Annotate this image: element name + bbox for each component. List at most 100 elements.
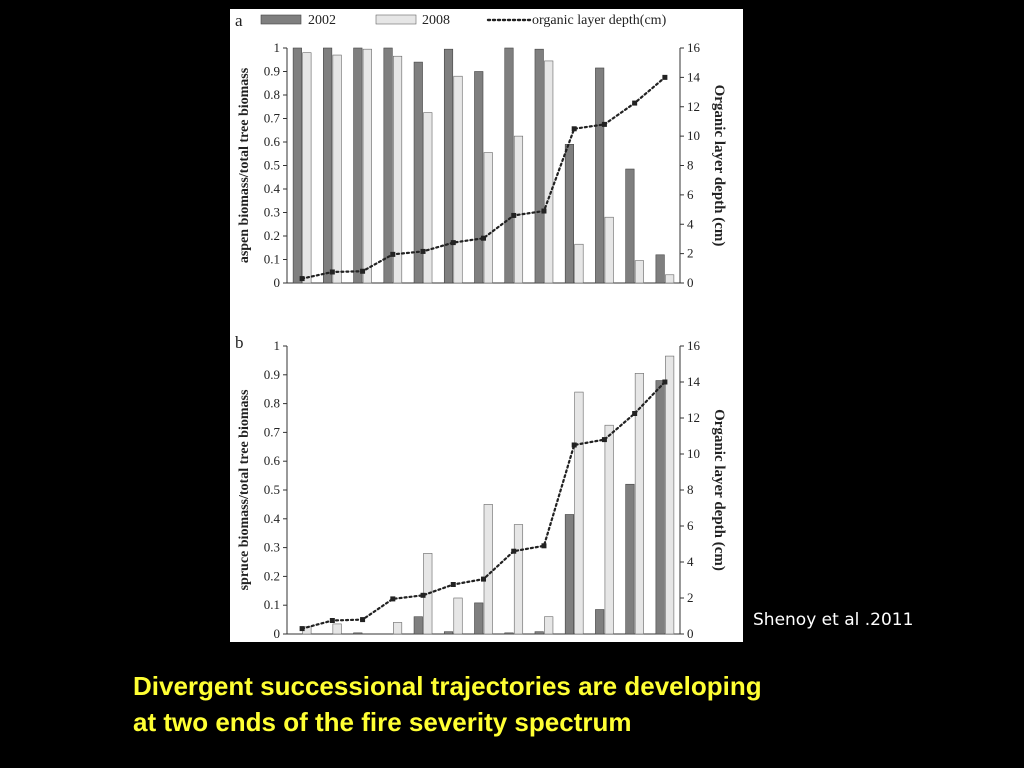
- y-tick-label: 0.4: [264, 181, 281, 196]
- bar-2008: [393, 55, 403, 284]
- bar-2008: [302, 52, 312, 284]
- legend-label-depth: organic layer depth(cm): [532, 13, 667, 28]
- legend-swatch-2008: [375, 14, 417, 25]
- y2-axis-title: Organic layer depth (cm): [711, 409, 727, 571]
- depth-marker: [571, 126, 577, 132]
- y2-tick-label: 10: [687, 446, 700, 461]
- bar-2002: [474, 602, 484, 635]
- y2-tick-label: 2: [687, 246, 694, 261]
- y2-tick-label: 16: [687, 338, 701, 353]
- depth-marker: [511, 548, 517, 554]
- y2-tick-label: 14: [687, 69, 701, 84]
- y2-tick-label: 4: [687, 554, 694, 569]
- y-tick-label: 0.5: [264, 482, 280, 497]
- bar-2002: [323, 47, 333, 284]
- depth-marker: [541, 208, 547, 214]
- bar-2002: [353, 47, 363, 284]
- depth-marker: [299, 276, 305, 282]
- y-tick-label: 0.1: [264, 597, 280, 612]
- depth-marker: [481, 235, 486, 241]
- bar-2002: [595, 609, 605, 635]
- y2-axis-title: Organic layer depth (cm): [711, 85, 727, 247]
- bar-2002: [353, 632, 363, 635]
- depth-marker: [420, 248, 426, 254]
- bar-2008: [453, 597, 463, 635]
- depth-marker: [511, 212, 517, 218]
- y-tick-label: 0.4: [264, 511, 281, 526]
- depth-marker: [450, 582, 456, 587]
- depth-marker: [390, 251, 396, 257]
- depth-marker: [329, 618, 335, 623]
- caption-line-1: Divergent successional trajectories are …: [133, 671, 762, 701]
- y-tick-label: 0.9: [264, 64, 280, 79]
- bar-2008: [453, 75, 463, 284]
- y2-tick-label: 6: [687, 518, 694, 533]
- depth-marker: [662, 379, 668, 385]
- y-tick-label: 0.7: [264, 424, 281, 439]
- y-tick-label: 0.7: [264, 111, 281, 126]
- panel-label: b: [235, 333, 244, 352]
- bar-2008: [483, 504, 493, 635]
- depth-marker: [420, 592, 426, 598]
- y2-tick-label: 0: [687, 626, 694, 641]
- y-tick-label: 0.5: [264, 158, 280, 173]
- depth-marker: [360, 268, 366, 274]
- y-tick-label: 0: [274, 275, 281, 290]
- bar-2002: [564, 514, 574, 635]
- y2-tick-label: 12: [687, 410, 700, 425]
- y-tick-label: 0.6: [264, 134, 281, 149]
- bar-2008: [423, 112, 433, 284]
- bar-2008: [544, 616, 554, 635]
- bar-2008: [574, 243, 584, 284]
- depth-marker: [662, 74, 668, 80]
- panel-label: a: [235, 11, 243, 30]
- bar-2008: [513, 135, 524, 284]
- y-tick-label: 0.8: [264, 87, 280, 102]
- y-tick-label: 0.2: [264, 228, 280, 243]
- legend-label-2008: 2008: [422, 13, 450, 28]
- bar-2002: [383, 47, 393, 284]
- depth-marker: [541, 543, 547, 549]
- bar-2008: [665, 274, 675, 284]
- bar-2002: [625, 168, 635, 284]
- depth-marker: [601, 121, 607, 127]
- y2-tick-label: 12: [687, 99, 700, 114]
- bar-2002: [443, 48, 454, 284]
- y2-tick-label: 6: [687, 187, 694, 202]
- citation-text: Shenoy et al .2011: [753, 610, 914, 630]
- slide-caption: Divergent successional trajectories are …: [133, 668, 913, 740]
- bar-2008: [634, 373, 644, 635]
- y-axis-title: spruce biomass/total tree biomass: [237, 389, 252, 590]
- depth-marker: [601, 437, 607, 443]
- y-tick-label: 0: [274, 626, 281, 641]
- depth-marker: [390, 596, 396, 602]
- bar-2008: [634, 260, 644, 284]
- y-tick-label: 0.6: [264, 453, 281, 468]
- y-tick-label: 1: [274, 338, 281, 353]
- depth-marker: [632, 411, 638, 416]
- chart-svg: 00.10.20.30.40.50.60.70.80.9102468101214…: [235, 11, 727, 641]
- y2-tick-label: 16: [687, 40, 701, 55]
- bar-2008: [362, 48, 372, 284]
- bar-2002: [443, 631, 454, 635]
- depth-marker: [571, 442, 577, 448]
- y-tick-label: 0.9: [264, 367, 280, 382]
- bar-2002: [534, 48, 544, 284]
- chart-panel-b: 00.10.20.30.40.50.60.70.80.9102468101214…: [235, 333, 727, 641]
- y2-tick-label: 10: [687, 128, 700, 143]
- bar-2002: [292, 47, 302, 284]
- bar-2002: [595, 67, 605, 284]
- y2-tick-label: 0: [687, 275, 694, 290]
- bar-2002: [534, 631, 544, 635]
- y-tick-label: 0.3: [264, 205, 280, 220]
- depth-marker: [450, 240, 456, 246]
- bar-2008: [332, 623, 342, 635]
- depth-marker: [481, 576, 486, 582]
- bar-2008: [332, 54, 342, 284]
- legend-label-2002: 2002: [308, 13, 336, 28]
- depth-marker: [299, 626, 305, 632]
- bar-2008: [544, 60, 554, 284]
- y-tick-label: 1: [274, 40, 281, 55]
- bar-2002: [474, 71, 484, 284]
- chart-panel-a: 00.10.20.30.40.50.60.70.80.9102468101214…: [235, 11, 727, 290]
